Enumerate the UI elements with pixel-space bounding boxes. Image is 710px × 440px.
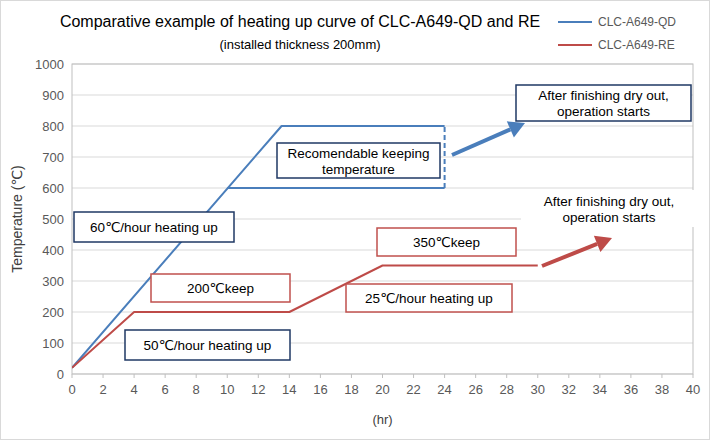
annotation-box <box>277 143 440 178</box>
x-tick <box>599 374 600 378</box>
plot-area <box>72 126 538 368</box>
x-tick-label: 4 <box>130 382 137 397</box>
x-tick <box>72 374 73 378</box>
y-tick-label: 1000 <box>35 57 64 72</box>
chart: 0100200300400500600700800900100002468101… <box>0 0 710 440</box>
x-tick-label: 2 <box>99 382 106 397</box>
annotation-box <box>74 212 234 242</box>
x-tick <box>227 374 228 378</box>
annotation-box <box>151 274 290 302</box>
x-tick-label: 24 <box>437 382 451 397</box>
x-tick <box>165 374 166 378</box>
x-tick <box>475 374 476 378</box>
arrow-shaft <box>452 129 510 155</box>
legend-swatch <box>558 44 592 46</box>
x-tick-label: 36 <box>624 382 638 397</box>
annotation-text: operation starts <box>562 210 655 225</box>
x-tick <box>444 374 445 378</box>
x-tick-label: 32 <box>562 382 576 397</box>
x-tick <box>258 374 259 378</box>
y-tick-label: 900 <box>42 88 64 103</box>
reference-line <box>227 187 444 189</box>
x-tick <box>196 374 197 378</box>
arrow-shaft <box>542 244 597 266</box>
x-tick-label: 20 <box>375 382 389 397</box>
annotation-text: 350℃keep <box>413 235 480 250</box>
annotation-box <box>521 190 697 227</box>
x-tick <box>289 374 290 378</box>
x-tick-label: 22 <box>406 382 420 397</box>
x-tick <box>134 374 135 378</box>
x-tick-label: 34 <box>593 382 607 397</box>
y-tick-label: 200 <box>42 305 64 320</box>
subtitle: (installed thickness 200mm) <box>219 37 380 52</box>
x-tick <box>351 374 352 378</box>
annotation-text: After finishing dry out, <box>544 194 675 209</box>
x-axis-label: (hr) <box>372 412 392 427</box>
title: Comparative example of heating up curve … <box>60 13 540 30</box>
x-tick-label: 10 <box>220 382 234 397</box>
series-line <box>72 266 538 368</box>
plot-frame <box>72 64 693 374</box>
legend-label: CLC-A649-QD <box>598 15 676 29</box>
y-tick-label: 700 <box>42 150 64 165</box>
chart-background <box>1 1 710 440</box>
grid-line <box>72 188 693 189</box>
x-tick-label: 12 <box>251 382 265 397</box>
x-tick <box>693 374 694 378</box>
x-tick <box>537 374 538 378</box>
y-tick-label: 600 <box>42 181 64 196</box>
y-tick-label: 400 <box>42 243 64 258</box>
annotation-text: 50℃/hour heating up <box>144 338 272 353</box>
x-tick-label: 6 <box>162 382 169 397</box>
y-axis-label: Temperature (℃) <box>9 165 25 273</box>
y-tick-label: 300 <box>42 274 64 289</box>
annotation-text: temperature <box>322 162 395 177</box>
y-tick-label: 800 <box>42 119 64 134</box>
x-tick <box>382 374 383 378</box>
x-tick-label: 28 <box>499 382 513 397</box>
legend-label: CLC-A649-RE <box>598 38 675 52</box>
x-tick <box>568 374 569 378</box>
y-tick-label: 500 <box>42 212 64 227</box>
annotation-text: 200℃keep <box>187 281 254 296</box>
x-tick <box>103 374 104 378</box>
arrow-head <box>507 121 525 137</box>
x-tick-label: 8 <box>193 382 200 397</box>
annotation-box <box>125 330 290 360</box>
arrow-head <box>594 236 612 252</box>
annotation-box <box>377 228 516 256</box>
x-tick-label: 38 <box>655 382 669 397</box>
x-tick-label: 26 <box>468 382 482 397</box>
x-tick <box>661 374 662 378</box>
x-tick <box>506 374 507 378</box>
x-tick-label: 0 <box>68 382 75 397</box>
legend-swatch <box>558 21 592 23</box>
x-tick-label: 30 <box>531 382 545 397</box>
x-tick <box>320 374 321 378</box>
annotation-box <box>516 85 691 121</box>
annotation-text: After finishing dry out, <box>538 88 669 103</box>
x-tick <box>413 374 414 378</box>
y-tick-label: 0 <box>57 367 64 382</box>
x-tick-label: 18 <box>344 382 358 397</box>
annotation-text: 60℃/hour heating up <box>90 220 218 235</box>
x-tick <box>630 374 631 378</box>
reference-line <box>444 126 446 188</box>
x-tick-label: 14 <box>282 382 296 397</box>
annotation-text: Recomendable keeping <box>288 146 430 161</box>
annotation-text: operation starts <box>557 104 650 119</box>
annotation-box <box>346 284 512 312</box>
x-tick-label: 16 <box>313 382 327 397</box>
y-tick-label: 100 <box>42 336 64 351</box>
x-tick-label: 40 <box>686 382 700 397</box>
annotation-text: 25℃/hour heating up <box>365 291 493 306</box>
